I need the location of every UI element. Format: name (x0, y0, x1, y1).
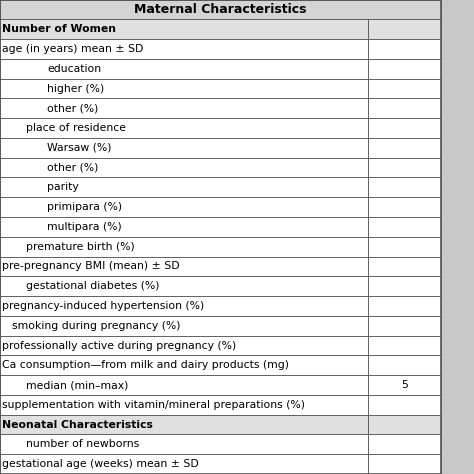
Bar (0, 395, 368, 415)
Bar (0, 39, 368, 59)
Bar (368, 237, 441, 256)
Bar (368, 177, 441, 197)
Bar (368, 217, 441, 237)
Bar (368, 375, 441, 395)
Bar (368, 138, 441, 158)
Bar (0, 336, 368, 356)
Bar (368, 395, 441, 415)
Bar (368, 316, 441, 336)
Bar (368, 19, 441, 39)
Text: higher (%): higher (%) (47, 83, 105, 93)
Bar (368, 276, 441, 296)
Text: Number of Women: Number of Women (2, 24, 117, 34)
Bar (0, 375, 368, 395)
Bar (368, 158, 441, 177)
Bar (368, 39, 441, 59)
Bar (0, 237, 368, 256)
Bar (368, 454, 441, 474)
Text: number of newborns: number of newborns (26, 439, 139, 449)
Bar (368, 197, 441, 217)
Text: pregnancy-induced hypertension (%): pregnancy-induced hypertension (%) (2, 301, 205, 311)
Bar (0, 356, 368, 375)
Text: multipara (%): multipara (%) (47, 222, 122, 232)
Bar (368, 356, 441, 375)
Bar (368, 79, 441, 99)
Bar (0, 415, 368, 435)
Text: professionally active during pregnancy (%): professionally active during pregnancy (… (2, 340, 237, 350)
Bar (368, 435, 441, 454)
Text: age (in years) mean ± SD: age (in years) mean ± SD (2, 44, 144, 54)
Bar (0, 256, 368, 276)
Bar (0, 197, 368, 217)
Text: place of residence: place of residence (26, 123, 126, 133)
Bar (0, 217, 368, 237)
Bar (0, 118, 368, 138)
Text: Neonatal Characteristics: Neonatal Characteristics (2, 419, 153, 429)
Text: Ca consumption—from milk and dairy products (mg): Ca consumption—from milk and dairy produ… (2, 360, 289, 370)
Bar (0, 454, 368, 474)
Bar (368, 256, 441, 276)
Text: other (%): other (%) (47, 103, 99, 113)
Bar (0, 435, 368, 454)
Text: supplementation with vitamin/mineral preparations (%): supplementation with vitamin/mineral pre… (2, 400, 305, 410)
Bar (0, 59, 368, 79)
Text: parity: parity (47, 182, 79, 192)
Text: other (%): other (%) (47, 163, 99, 173)
Bar (368, 99, 441, 118)
Bar (0, 276, 368, 296)
Bar (0, 316, 368, 336)
Text: Warsaw (%): Warsaw (%) (47, 143, 112, 153)
Text: education: education (47, 64, 101, 74)
Bar (368, 296, 441, 316)
Bar (368, 59, 441, 79)
Text: 5: 5 (401, 380, 408, 390)
Text: median (min–max): median (min–max) (26, 380, 128, 390)
Bar (0, 138, 368, 158)
Bar (368, 118, 441, 138)
Bar (0, 19, 368, 39)
Text: gestational diabetes (%): gestational diabetes (%) (26, 281, 160, 291)
Text: pre-pregnancy BMI (mean) ± SD: pre-pregnancy BMI (mean) ± SD (2, 262, 180, 272)
Bar (0, 158, 368, 177)
Bar (0, 296, 368, 316)
Bar (0, 177, 368, 197)
Bar (0, 0, 441, 19)
Text: smoking during pregnancy (%): smoking during pregnancy (%) (12, 321, 180, 331)
Bar (368, 415, 441, 435)
Bar (0, 99, 368, 118)
Bar (0, 79, 368, 99)
Text: primipara (%): primipara (%) (47, 202, 122, 212)
Text: premature birth (%): premature birth (%) (26, 242, 135, 252)
Bar (368, 336, 441, 356)
Text: Maternal Characteristics: Maternal Characteristics (134, 3, 307, 16)
Text: gestational age (weeks) mean ± SD: gestational age (weeks) mean ± SD (2, 459, 199, 469)
